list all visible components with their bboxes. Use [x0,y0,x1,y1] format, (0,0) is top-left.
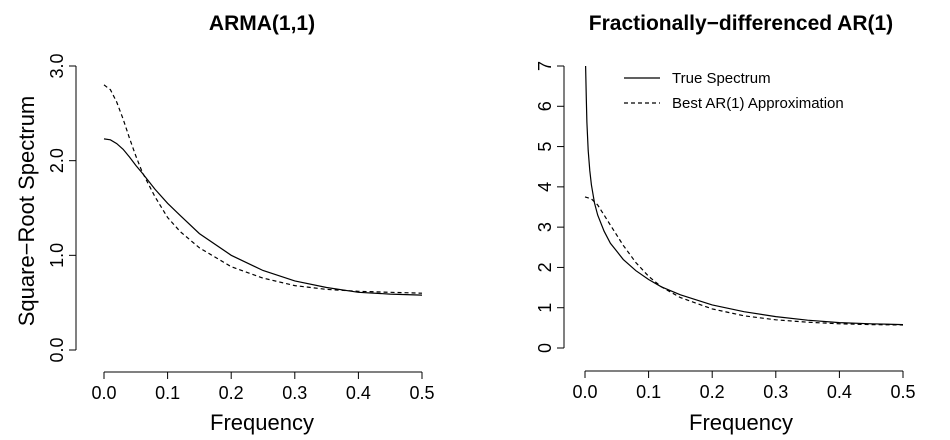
fd-ar-x-tick-label: 0.0 [572,382,597,402]
fd-ar-y-tick-label: 1 [535,303,555,313]
fd-ar-y-tick-label: 6 [535,101,555,111]
arma-y-axis: 0.0 1.0 2.0 3.0 [47,53,77,363]
fd-ar-x-tick-label: 0.2 [700,382,725,402]
fd-ar-x-tick-label: 0.3 [763,382,788,402]
arma-x-axis: 0.0 0.1 0.2 0.3 0.4 0.5 [91,371,435,403]
arma-series-dashed-line [103,84,423,294]
arma-x-tick-label: 0.5 [409,383,434,403]
fd-ar-panel: Fractionally−differenced AR(1) Frequency… [535,12,916,435]
fd-ar-series-dashed-line [584,196,904,326]
fd-ar-y-tick-label: 7 [535,61,555,71]
arma-series-solid-line [103,138,423,296]
fd-ar-x-tick-label: 0.1 [636,382,661,402]
arma-x-tick-label: 0.4 [346,383,371,403]
fd-ar-x-tick-label: 0.4 [827,382,852,402]
arma-x-axis-label: Frequency [210,410,314,435]
legend-ar1-approx-label: Best AR(1) Approximation [672,95,844,112]
fd-ar-x-tick-label: 0.5 [890,382,915,402]
fd-ar-y-tick-label: 0 [535,343,555,353]
fd-ar-series-solid-line [585,65,904,326]
fd-ar-y-tick-label: 3 [535,222,555,232]
arma-y-tick-label: 2.0 [47,148,67,173]
arma-x-tick-label: 0.3 [282,383,307,403]
arma-panel: ARMA(1,1) Frequency Square−Root Spectrum… [14,12,435,435]
fd-ar-x-axis-label: Frequency [689,410,793,435]
fd-ar-x-axis: 0.0 0.1 0.2 0.3 0.4 0.5 [572,370,916,402]
fd-ar-plot-area [584,65,904,326]
fd-ar-y-tick-label: 4 [535,182,555,192]
arma-title: ARMA(1,1) [209,12,315,35]
arma-y-axis-label: Square−Root Spectrum [14,96,39,327]
fd-ar-y-tick-label: 2 [535,262,555,272]
arma-x-tick-label: 0.2 [219,383,244,403]
arma-y-tick-label: 3.0 [47,53,67,78]
arma-x-tick-label: 0.1 [155,383,180,403]
fd-ar-legend: True Spectrum Best AR(1) Approximation [624,70,844,112]
fd-ar-title: Fractionally−differenced AR(1) [589,12,893,35]
arma-y-tick-label: 1.0 [47,243,67,268]
arma-x-tick-label: 0.0 [91,383,116,403]
legend-true-spectrum-label: True Spectrum [672,70,771,87]
fd-ar-y-tick-label: 5 [535,142,555,152]
arma-plot-area [103,84,423,296]
fd-ar-y-axis: 0 1 2 3 4 5 6 7 [535,61,565,353]
arma-y-tick-label: 0.0 [47,337,67,362]
